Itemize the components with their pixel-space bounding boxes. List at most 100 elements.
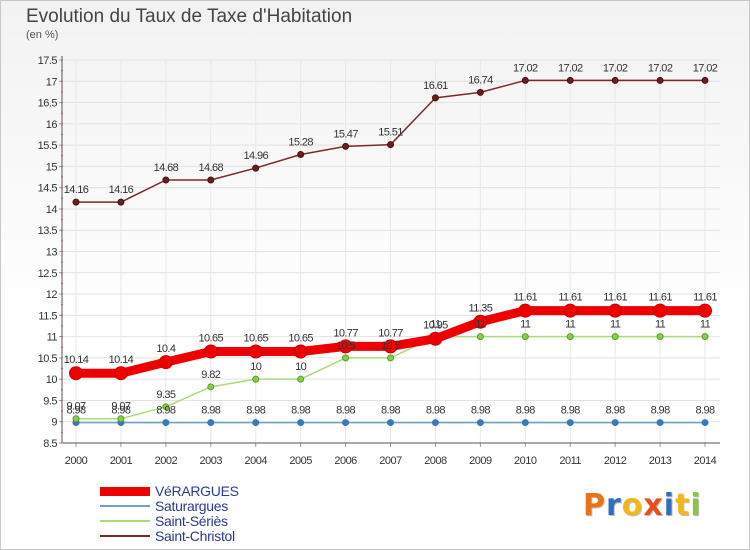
x-tick-label: 2013 [649, 455, 672, 467]
data-point [476, 88, 484, 96]
data-point [611, 333, 619, 341]
data-label: 14.16 [64, 184, 89, 196]
x-tick-label: 2014 [694, 455, 717, 467]
data-label: 9.07 [66, 401, 85, 413]
legend-swatch [100, 520, 150, 522]
data-point [566, 333, 574, 341]
data-point [521, 76, 529, 84]
legend-label: Saturargues [155, 498, 228, 514]
data-label: 11 [700, 319, 711, 331]
data-label: 10 [295, 361, 307, 373]
data-point [117, 415, 125, 423]
y-tick-label: 9.5 [43, 395, 57, 407]
data-label: 10.4 [156, 343, 175, 355]
data-label: 11 [475, 319, 486, 331]
legend-item: Saint-Christol [98, 528, 358, 544]
data-point [653, 303, 668, 318]
data-label: 17.02 [558, 62, 583, 74]
data-point [431, 419, 439, 427]
data-point [203, 344, 218, 359]
y-tick-label: 13 [46, 247, 58, 259]
data-point [297, 150, 305, 158]
data-label: 17.02 [693, 62, 718, 74]
y-tick-label: 14 [46, 204, 58, 216]
data-label: 8.98 [651, 405, 670, 417]
x-tick-label: 2004 [244, 455, 267, 467]
data-label: 10.14 [109, 354, 134, 366]
data-point [162, 403, 170, 411]
data-point [383, 339, 398, 354]
data-label: 8.98 [471, 405, 490, 417]
data-point [611, 419, 619, 427]
data-label: 10.65 [199, 333, 224, 345]
data-label: 8.98 [426, 405, 445, 417]
data-point [252, 164, 260, 172]
data-label: 10.95 [423, 320, 448, 332]
data-point [207, 383, 215, 391]
data-label: 10.77 [378, 327, 403, 339]
data-label: 10.65 [288, 333, 313, 345]
y-axis-unit: (en %) [26, 29, 59, 41]
legend-swatch [100, 505, 150, 507]
data-point [611, 76, 619, 84]
legend-label: VéRARGUES [155, 483, 239, 499]
data-point [428, 331, 443, 346]
chart-title: Evolution du Taux de Taxe d'Habitation [26, 6, 353, 27]
data-label: 14.96 [243, 150, 268, 162]
x-tick-label: 2005 [289, 455, 312, 467]
data-point [72, 415, 80, 423]
data-label: 8.98 [516, 405, 535, 417]
data-label: 8.98 [606, 405, 625, 417]
data-label: 10.5 [381, 340, 400, 352]
data-label: 8.98 [111, 405, 130, 417]
data-point [252, 375, 260, 383]
data-label: 8.98 [696, 405, 715, 417]
y-tick-label: 16 [46, 119, 58, 131]
data-label: 8.98 [156, 405, 175, 417]
data-point [656, 333, 664, 341]
data-point [342, 419, 350, 427]
data-point [338, 339, 353, 354]
data-point [72, 198, 80, 206]
data-point [297, 419, 305, 427]
legend-item: VéRARGUES [98, 483, 358, 499]
data-point [701, 333, 709, 341]
data-label: 11.61 [693, 292, 717, 304]
data-point [608, 303, 623, 318]
legend-label: Saint-Sériès [155, 513, 228, 529]
data-label: 9.07 [111, 401, 130, 413]
y-tick-label: 10 [46, 374, 58, 386]
data-label: 9.35 [156, 389, 175, 401]
data-point [521, 333, 529, 341]
data-label: 14.16 [109, 184, 134, 196]
data-label: 11.61 [558, 292, 582, 304]
x-tick-label: 2001 [110, 455, 133, 467]
data-label: 11 [565, 319, 576, 331]
y-tick-label: 17 [46, 76, 58, 88]
x-tick-label: 2003 [200, 455, 223, 467]
data-label: 15.47 [333, 128, 358, 140]
legend-label: Saint-Christol [155, 528, 235, 544]
data-label: 17.02 [648, 62, 673, 74]
data-label: 11 [430, 319, 441, 331]
data-label: 10.77 [333, 327, 358, 339]
proxiti-logo: Proxiti [583, 488, 702, 523]
data-label: 10.65 [243, 333, 268, 345]
data-point [207, 176, 215, 184]
data-label: 10 [250, 361, 262, 373]
data-point [207, 419, 215, 427]
data-label: 15.51 [378, 127, 403, 139]
data-label: 17.02 [513, 62, 538, 74]
data-point [117, 198, 125, 206]
data-point [473, 314, 488, 329]
data-label: 8.98 [381, 405, 400, 417]
data-label: 11 [655, 319, 666, 331]
x-tick-label: 2010 [514, 455, 537, 467]
data-label: 11.61 [648, 292, 672, 304]
data-point [297, 375, 305, 383]
y-tick-label: 8.5 [43, 438, 57, 450]
x-tick-label: 2000 [65, 455, 88, 467]
data-label: 8.98 [201, 405, 220, 417]
data-label: 15.28 [288, 136, 313, 148]
